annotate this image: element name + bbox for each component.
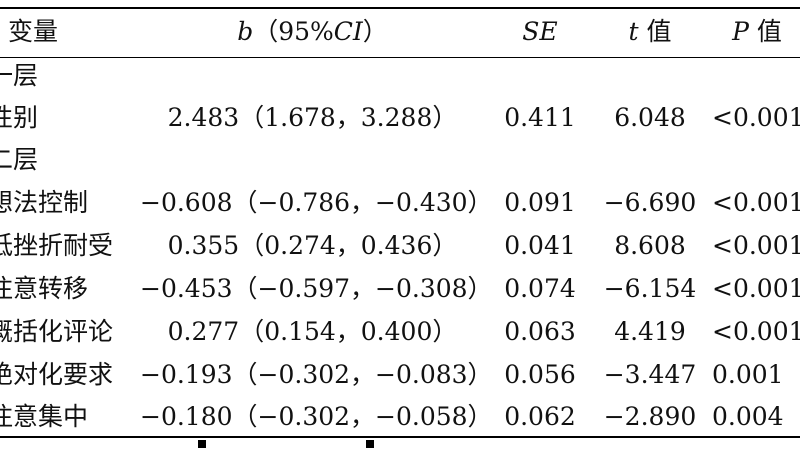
table-row: 概括化评论 0.277（0.154，0.400） 0.063 4.419 <0.… [0, 310, 800, 354]
row-se: 0.074 [504, 274, 576, 303]
table-row: 想法控制 −0.608（−0.786，−0.430） 0.091 −6.690 … [0, 181, 800, 225]
header-variable: 变量 [8, 17, 59, 46]
row-variable: 想法控制 [0, 188, 89, 217]
table-row: 绝对化要求 −0.193（−0.302，−0.083） 0.056 −3.447… [0, 353, 800, 397]
row-se: 0.056 [504, 360, 576, 389]
row-p: <0.001 [712, 188, 800, 217]
row-t: −2.890 [603, 402, 697, 431]
row-variable: 注意转移 [0, 274, 89, 303]
glyph-fragment [366, 440, 374, 448]
row-t: 6.048 [614, 103, 686, 132]
cropped-footnote-glyphs [0, 440, 800, 450]
row-b-ci: −0.193（−0.302，−0.083） [140, 360, 493, 389]
table-row: 低挫折耐受 0.355（0.274，0.436） 0.041 8.608 <0.… [0, 224, 800, 268]
row-t: −6.154 [603, 274, 697, 303]
row-b-ci: −0.608（−0.786，−0.430） [140, 188, 493, 217]
row-variable: 概括化评论 [0, 317, 114, 346]
row-p: <0.001 [712, 274, 800, 303]
row-b-ci: −0.453（−0.597，−0.308） [140, 274, 493, 303]
row-p: <0.001 [712, 231, 800, 260]
table-bottom-rule [0, 436, 800, 438]
row-p: 0.004 [712, 402, 784, 431]
row-t: −3.447 [603, 360, 697, 389]
row-variable: 一层 [0, 61, 39, 90]
table-row: 注意集中 −0.180（−0.302，−0.058） 0.062 −2.890 … [0, 395, 800, 439]
table-row: 注意转移 −0.453（−0.597，−0.308） 0.074 −6.154 … [0, 267, 800, 311]
header-ci-symbol: CI [333, 17, 363, 46]
table-row: 二层 [0, 138, 800, 182]
row-se: 0.411 [504, 103, 576, 132]
row-se: 0.063 [504, 317, 576, 346]
row-p: 0.001 [712, 360, 784, 389]
table-header-rule [0, 57, 800, 58]
header-t: t 值 [595, 10, 705, 54]
row-variable: 绝对化要求 [0, 360, 114, 389]
row-variable: 二层 [0, 145, 39, 174]
row-b-ci: −0.180（−0.302，−0.058） [140, 402, 493, 431]
table-row: 性别 2.483（1.678，3.288） 0.411 6.048 <0.001 [0, 96, 800, 140]
row-variable: 注意集中 [0, 402, 89, 431]
header-p-label: 值 [748, 17, 782, 46]
row-b-ci: 2.483（1.678，3.288） [167, 103, 458, 132]
header-b-symbol: b [237, 17, 254, 46]
header-t-symbol: t [628, 17, 639, 46]
table-top-rule [0, 7, 800, 9]
glyph-fragment [198, 440, 206, 448]
row-se: 0.091 [504, 188, 576, 217]
header-se-symbol: SE [522, 17, 558, 46]
row-variable: 低挫折耐受 [0, 231, 114, 260]
header-p-symbol: P [732, 17, 749, 46]
row-se: 0.062 [504, 402, 576, 431]
table-header-row: 变量 b（95%CI） SE t 值 P 值 [0, 10, 800, 54]
header-b-paren: （95% [253, 17, 334, 46]
header-p: P 值 [712, 10, 800, 54]
row-p: <0.001 [712, 317, 800, 346]
row-b-ci: 0.355（0.274，0.436） [167, 231, 458, 260]
row-variable: 性别 [0, 103, 39, 132]
row-se: 0.041 [504, 231, 576, 260]
row-p: <0.001 [712, 103, 800, 132]
header-t-label: 值 [638, 17, 672, 46]
header-b-close: ） [362, 17, 388, 46]
table-row: 一层 [0, 54, 800, 98]
row-t: 4.419 [614, 317, 686, 346]
header-se: SE [495, 10, 585, 54]
header-b-ci: b（95%CI） [140, 10, 485, 54]
row-b-ci: 0.277（0.154，0.400） [167, 317, 458, 346]
row-t: 8.608 [614, 231, 686, 260]
row-t: −6.690 [603, 188, 697, 217]
